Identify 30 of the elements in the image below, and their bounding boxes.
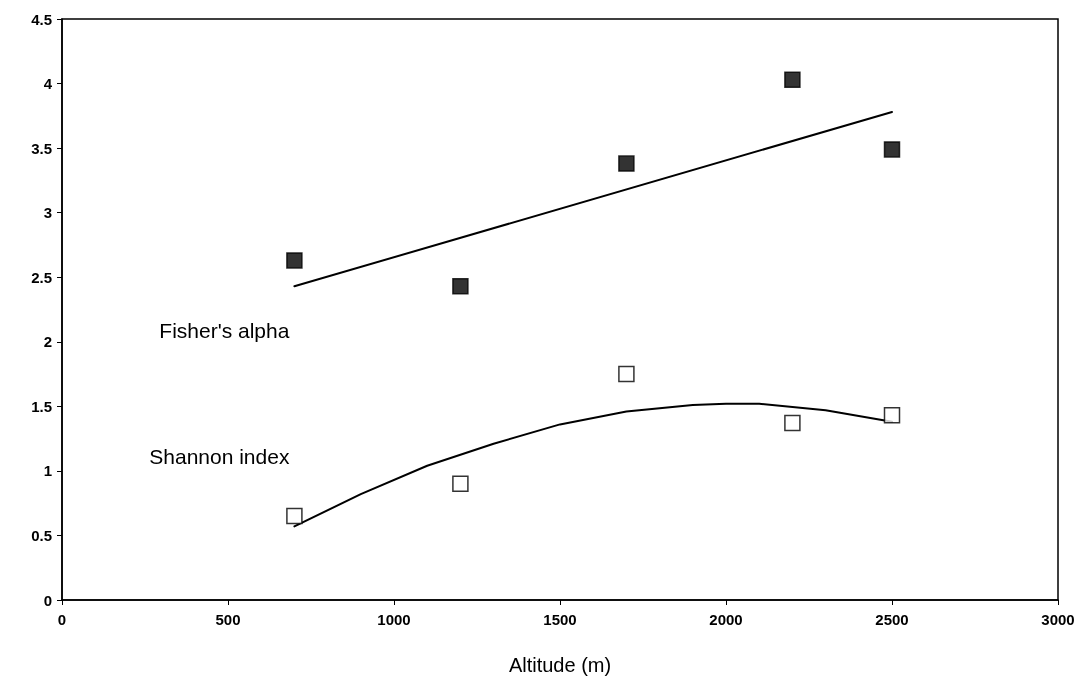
series-label: Shannon index — [149, 444, 290, 468]
point — [618, 365, 635, 383]
point — [452, 278, 469, 295]
y-tick-label: 4.5 — [31, 10, 52, 28]
y-tick-label: 2.5 — [31, 268, 52, 286]
x-tick-label: 3000 — [1041, 611, 1075, 628]
point — [618, 155, 635, 172]
x-axis-title: Altitude (m) — [508, 654, 612, 676]
x-tick-label: 500 — [215, 611, 241, 628]
point — [452, 475, 469, 493]
y-tick-label: 0.5 — [31, 526, 52, 544]
text: Fisher's alpha — [159, 318, 290, 342]
y-tick-label: 1 — [43, 462, 52, 480]
y-tick-label: 2 — [43, 333, 52, 351]
x-tick-label: 2000 — [709, 611, 743, 628]
y-tick-label: 0 — [43, 591, 52, 609]
x-tick-label: 0 — [57, 611, 67, 628]
point — [883, 407, 901, 424]
y-tick-label: 1.5 — [31, 397, 52, 415]
y-tick-label: 4 — [43, 75, 53, 93]
point — [883, 141, 901, 158]
point — [784, 414, 801, 432]
x-tick-label: 1000 — [377, 611, 411, 628]
x-tick-label: 1500 — [543, 611, 577, 628]
point — [286, 507, 303, 525]
point — [286, 252, 303, 269]
point — [784, 71, 801, 88]
x-tick-label: 2500 — [875, 611, 909, 628]
y-tick-label: 3 — [43, 204, 52, 222]
y-tick-label: 3.5 — [31, 139, 52, 157]
